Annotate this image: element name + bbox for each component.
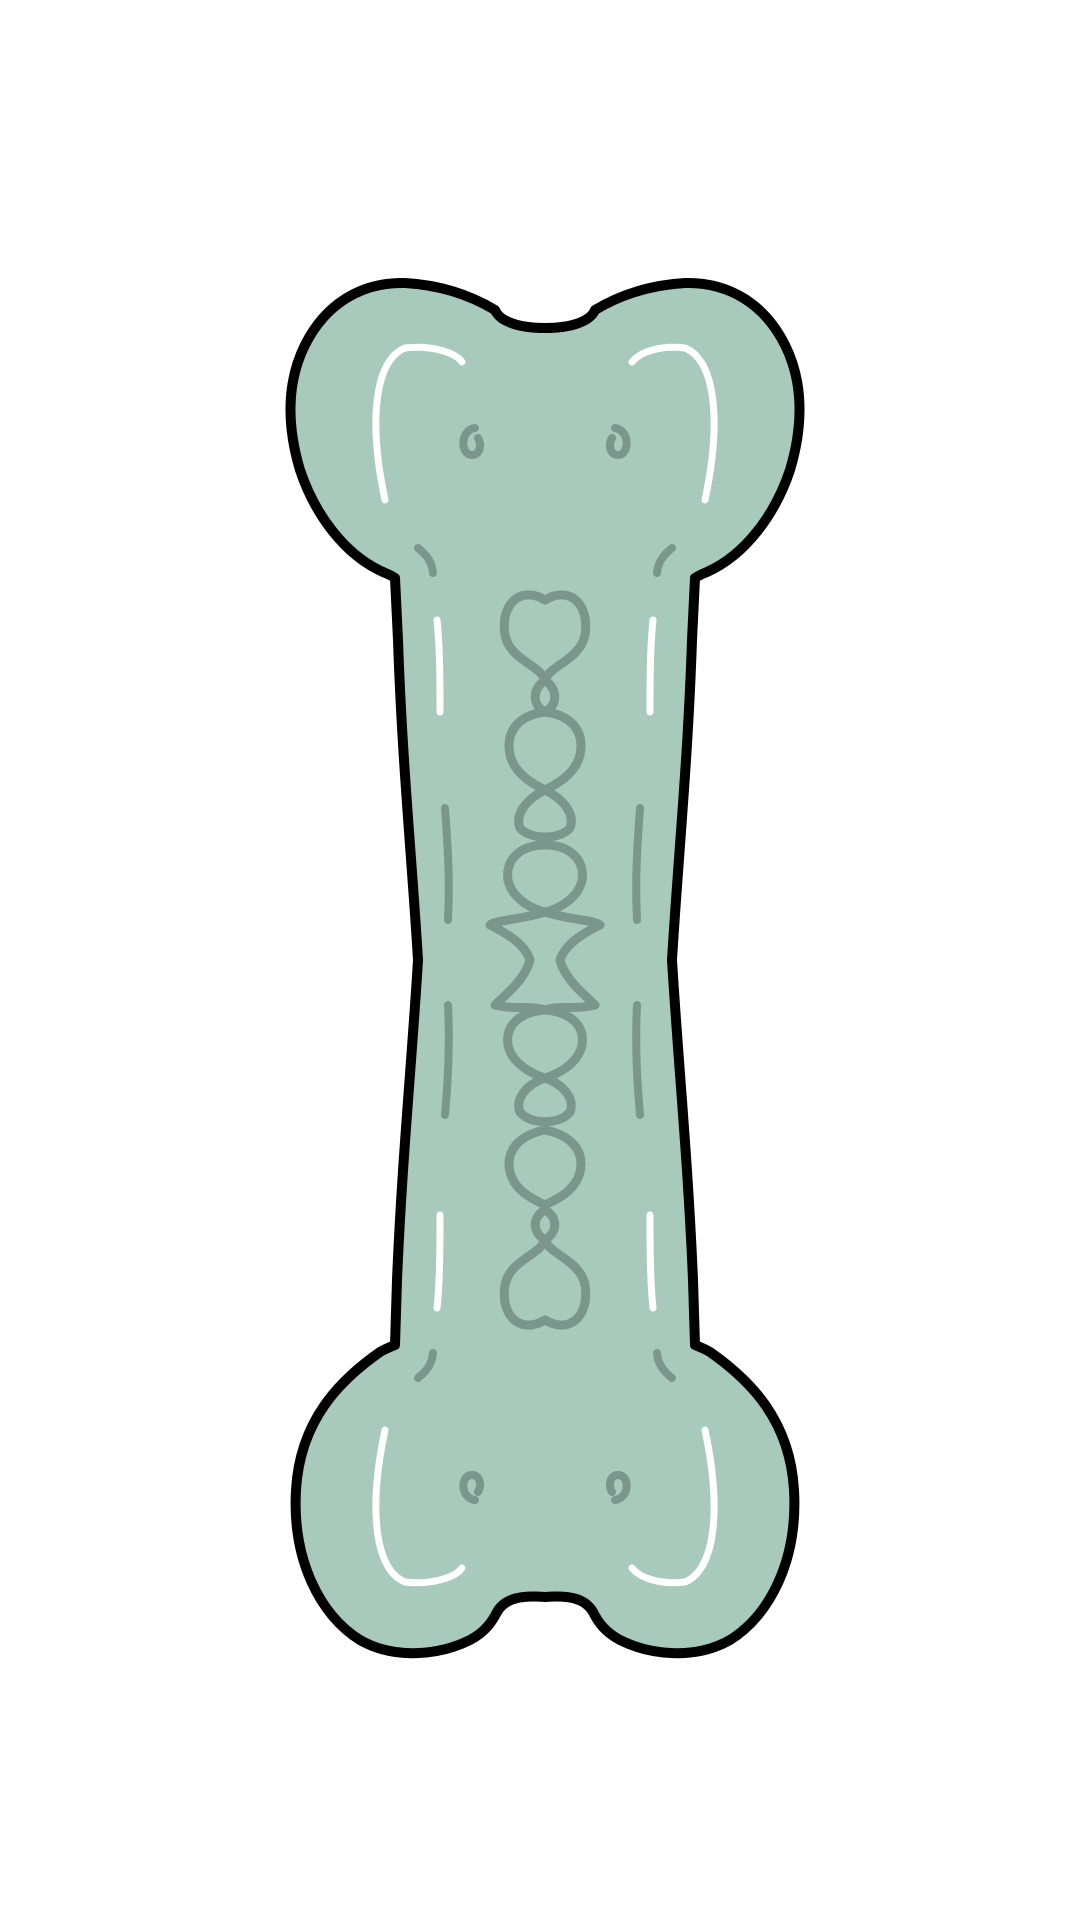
bone-body [285,277,805,1659]
chain-pattern [485,590,605,1330]
highlights [372,343,718,1587]
side-dashes [414,544,676,1382]
knob-dots [459,424,631,1504]
